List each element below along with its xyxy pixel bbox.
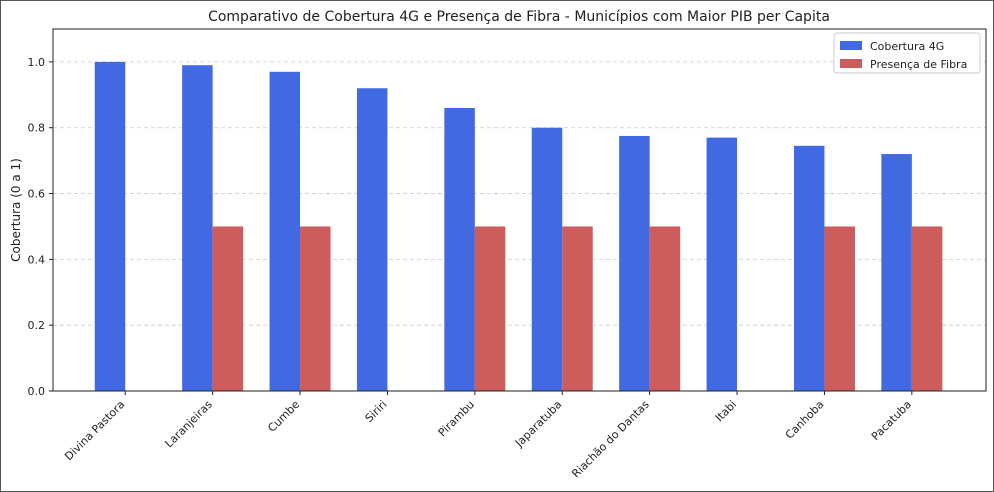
bar-presenca-fibra — [824, 226, 855, 391]
bar-cobertura-4g — [182, 65, 213, 391]
chart-title: Comparativo de Cobertura 4G e Presença d… — [208, 9, 830, 25]
x-tick-label: Pacatuba — [869, 398, 914, 443]
x-tick-label: Divina Pastora — [62, 398, 127, 463]
bar-cobertura-4g — [881, 154, 912, 391]
x-tick-label: Riachão do Dantas — [569, 398, 652, 481]
bar-cobertura-4g — [94, 61, 126, 392]
x-tick-label: Pirambu — [436, 398, 477, 439]
bar-presenca-fibra — [474, 226, 506, 391]
y-tick-label: 0.2 — [28, 319, 46, 332]
y-axis-label: Cobertura (0 a 1) — [9, 158, 23, 262]
plot-border — [52, 28, 987, 392]
y-tick-label: 1.0 — [28, 56, 46, 69]
legend-box — [833, 32, 981, 74]
bar-presenca-fibra — [562, 226, 593, 391]
bar-cobertura-4g — [444, 107, 475, 392]
x-tick-label: Laranjeiras — [162, 398, 215, 451]
x-tick-label: Itabi — [713, 398, 739, 424]
y-tick-label: 0.0 — [28, 385, 46, 398]
bar-cobertura-4g — [531, 127, 563, 392]
y-tick-label: 0.6 — [28, 188, 46, 201]
bar-presenca-fibra — [300, 226, 331, 391]
bar-cobertura-4g — [619, 135, 650, 391]
legend-label: Presença de Fibra — [870, 58, 967, 71]
bar-cobertura-4g — [269, 71, 301, 392]
y-tick-label: 0.8 — [28, 122, 46, 135]
bar-presenca-fibra — [911, 226, 943, 391]
legend-swatch — [840, 41, 862, 50]
legend-label: Cobertura 4G — [870, 40, 944, 53]
x-tick-label: Canhoba — [783, 398, 827, 442]
y-tick-label: 0.4 — [28, 253, 46, 266]
bar-cobertura-4g — [356, 88, 388, 392]
bars — [94, 61, 943, 392]
legend-swatch — [840, 59, 862, 68]
x-tick-label: Cumbe — [265, 398, 302, 435]
x-tick-label: Siriri — [363, 398, 390, 425]
x-axis-ticks: Divina Pastora Laranjeiras Cumbe Siriri Pira… — [62, 391, 914, 480]
x-tick-label: Japaratuba — [512, 398, 564, 450]
y-axis-ticks: 0.0 0.2 0.4 0.6 0.8 1.0 — [28, 56, 53, 398]
bar-cobertura-4g — [793, 145, 825, 391]
legend: Cobertura 4G Presença de Fibra — [833, 32, 981, 74]
bar-presenca-fibra — [212, 226, 244, 391]
bar-presenca-fibra — [649, 226, 681, 391]
bar-cobertura-4g — [706, 137, 738, 391]
